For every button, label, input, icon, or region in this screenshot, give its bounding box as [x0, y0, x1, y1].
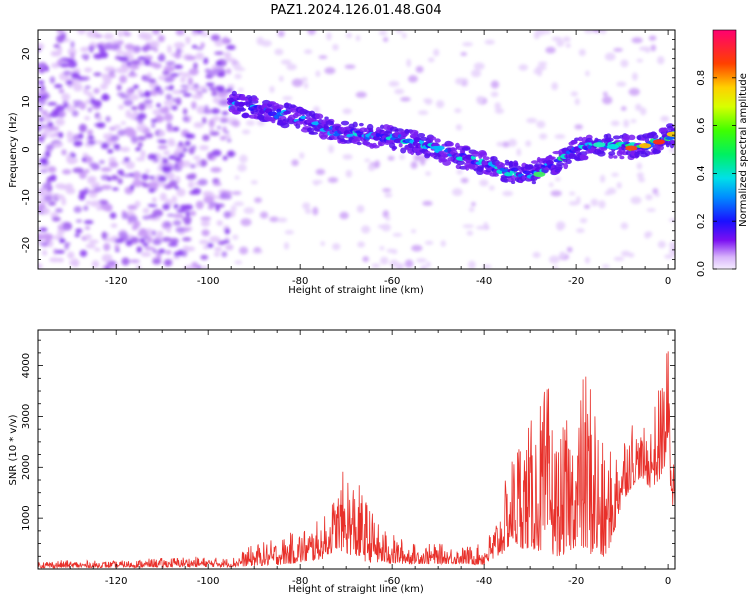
spectrogram-y-tick-label: 0 — [21, 146, 32, 152]
spectrogram-x-tick-label: -80 — [292, 276, 308, 287]
colorbar: 0.0 0.2 0.4 0.6 0.8 Normalized spectral ampl… — [696, 29, 749, 277]
snr-y-tick-label: 2000 — [21, 455, 32, 480]
spectrogram-y-tick-label: -20 — [21, 237, 32, 253]
spectrogram-x-tick-label: 0 — [665, 276, 671, 287]
spectrogram-x-tick-label: -100 — [197, 276, 220, 287]
snr-x-label: Height of straight line (km) — [288, 584, 424, 595]
spectrogram-x-tick-label: -20 — [568, 276, 584, 287]
snr-y-tick-label: 1000 — [21, 505, 32, 530]
spectrogram-panel: -120 -100 -80 -60 -40 -20 0 20 10 0 -10 -20 Height… — [8, 29, 676, 296]
colorbar-tick-label: 0.4 — [696, 165, 707, 181]
colorbar-tick-label: 0.8 — [696, 70, 707, 86]
snr-x-tick-label: 0 — [665, 576, 671, 587]
snr-panel: -120 -100 -80 -60 -40 -20 0 1000 2000 3000 4000 H… — [8, 329, 676, 595]
snr-x-tick-label: -40 — [476, 576, 492, 587]
snr-frame — [37, 329, 676, 570]
spectrogram-y-tick-label: 10 — [21, 95, 32, 108]
snr-y-label: SNR (10 * v/v) — [8, 414, 19, 485]
spectrogram-x-tick-label: -120 — [105, 276, 128, 287]
colorbar-tick-label: 0.6 — [696, 118, 707, 134]
spectrogram-y-label: Frequency (Hz) — [8, 112, 19, 188]
snr-x-tick-label: -100 — [197, 576, 220, 587]
snr-y-tick-label: 3000 — [21, 404, 32, 429]
spectrogram-frame — [37, 29, 676, 270]
snr-y-tick-label: 4000 — [21, 353, 32, 378]
snr-x-tick-label: -120 — [105, 576, 128, 587]
colorbar-gradient — [713, 30, 736, 269]
snr-series-line — [38, 351, 675, 569]
spectrogram-x-label: Height of straight line (km) — [288, 285, 424, 296]
spectrogram-heatmap — [38, 30, 675, 269]
spectrogram-y-tick-label: 20 — [21, 48, 32, 61]
colorbar-label: Normalized spectral amplitude — [738, 73, 749, 227]
snr-x-tick-label: -20 — [568, 576, 584, 587]
chart-title: PAZ1.2024.126.01.48.G04 — [270, 3, 441, 18]
spectrogram-x-tick-label: -60 — [384, 276, 400, 287]
colorbar-tick-label: 0.2 — [696, 213, 707, 229]
spectrogram-y-tick-label: -10 — [21, 189, 32, 205]
spectrogram-x-tick-label: -40 — [476, 276, 492, 287]
colorbar-tick-label: 0.0 — [696, 261, 707, 277]
snr-x-tick-label: -80 — [292, 576, 308, 587]
snr-x-tick-label: -60 — [384, 576, 400, 587]
